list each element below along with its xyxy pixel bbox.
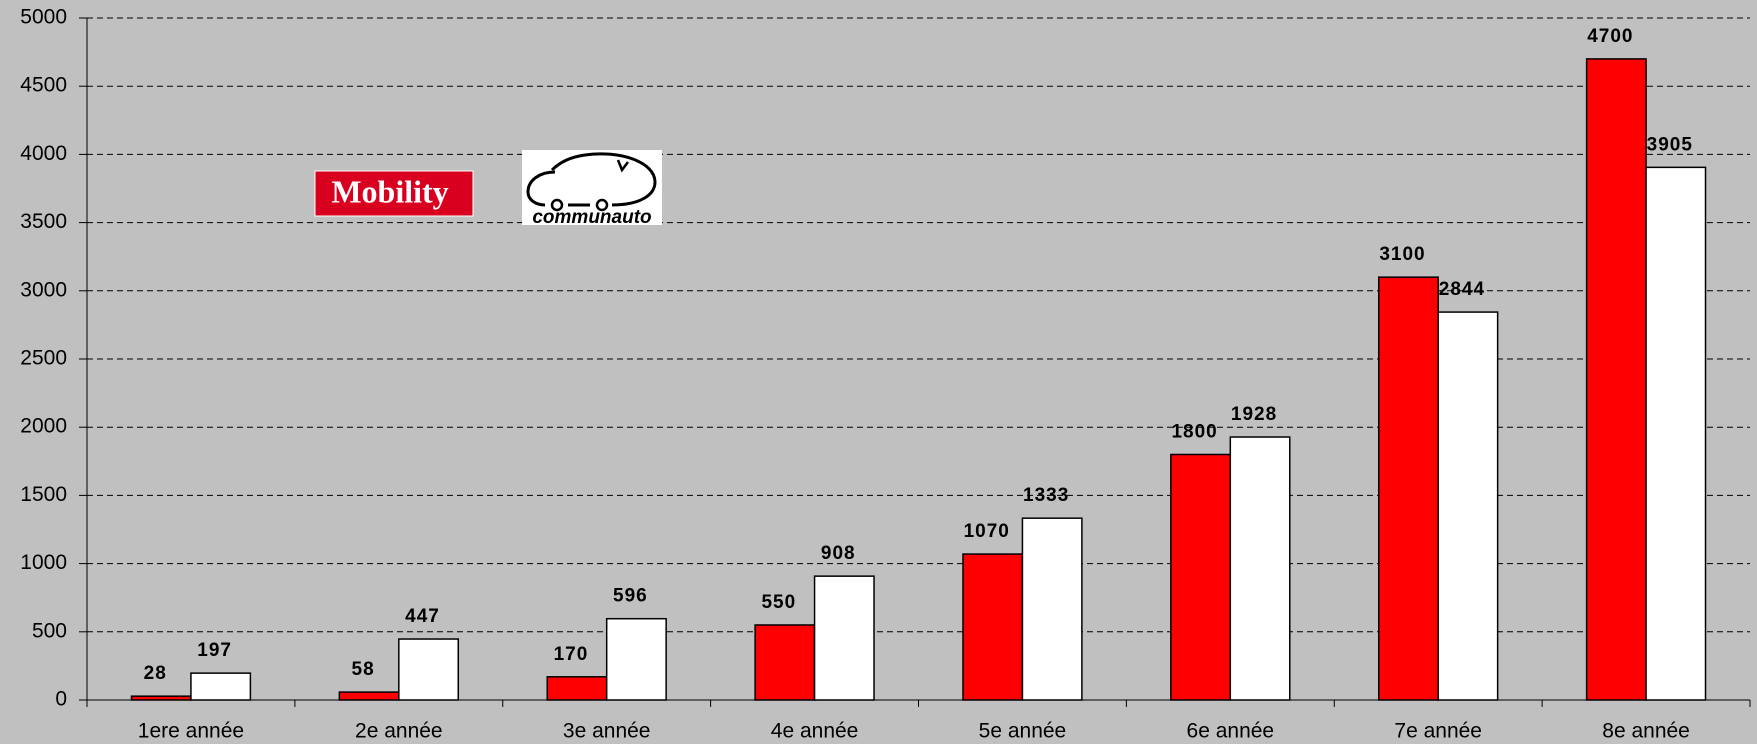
x-tick-label: 6e année [1187,720,1275,743]
bar [605,617,667,701]
x-tick-label: 2e année [355,720,443,743]
logo-swoosh [526,152,657,207]
x-tick-label: 8e année [1602,720,1690,743]
bar [813,575,875,701]
y-tick-label: 5000 [20,6,67,29]
bar [338,691,400,701]
y-tick-label: 1500 [20,483,67,506]
value-label: 2844 [1439,279,1485,300]
legend-label: Mobility [331,173,448,209]
value-label: 170 [554,644,589,665]
y-tick-label: 2000 [20,415,67,438]
value-label: 4700 [1587,26,1633,47]
value-label: 550 [761,592,796,613]
legend-label: communauto [532,207,651,228]
value-label: 1800 [1171,421,1217,442]
legend: Mobility communauto [314,150,662,228]
value-label: 447 [405,606,440,627]
value-label: 3100 [1379,244,1425,265]
logo-wheel [550,198,564,212]
bar [1585,58,1647,701]
y-tick-label: 4000 [20,142,67,165]
bar [546,676,608,701]
bar [130,695,192,701]
bar [754,624,816,701]
value-label: 3905 [1647,134,1693,155]
y-tick-label: 3000 [20,278,67,301]
x-tick-label: 5e année [979,720,1067,743]
bar [1645,166,1707,701]
y-tick-label: 3500 [20,210,67,233]
value-label: 1928 [1231,404,1277,425]
x-tick-label: 7e année [1394,720,1482,743]
x-tick-label: 1ere année [138,720,244,743]
bar [1170,453,1232,701]
y-tick-label: 500 [32,619,67,642]
bar [962,553,1024,701]
value-label: 197 [197,640,232,661]
y-tick-label: 4500 [20,74,67,97]
value-label: 58 [352,659,375,680]
y-tick-label: 0 [55,688,67,711]
value-label: 1070 [964,521,1010,542]
bar [190,672,252,701]
value-label: 1333 [1023,485,1069,506]
value-label: 908 [821,543,856,564]
x-tick-label: 4e année [771,720,859,743]
bar [1437,311,1499,701]
y-tick-label: 2500 [20,347,67,370]
bar [1377,276,1439,701]
logo-wheel [595,198,609,212]
logo-arrow [616,159,629,173]
value-label: 28 [144,663,167,684]
bar [1229,436,1291,701]
y-tick-label: 1000 [20,551,67,574]
bar [1021,517,1083,701]
value-label: 596 [613,586,648,607]
legend-mobility-box [314,170,474,217]
x-tick-label: 3e année [563,720,651,743]
bar [398,638,460,701]
